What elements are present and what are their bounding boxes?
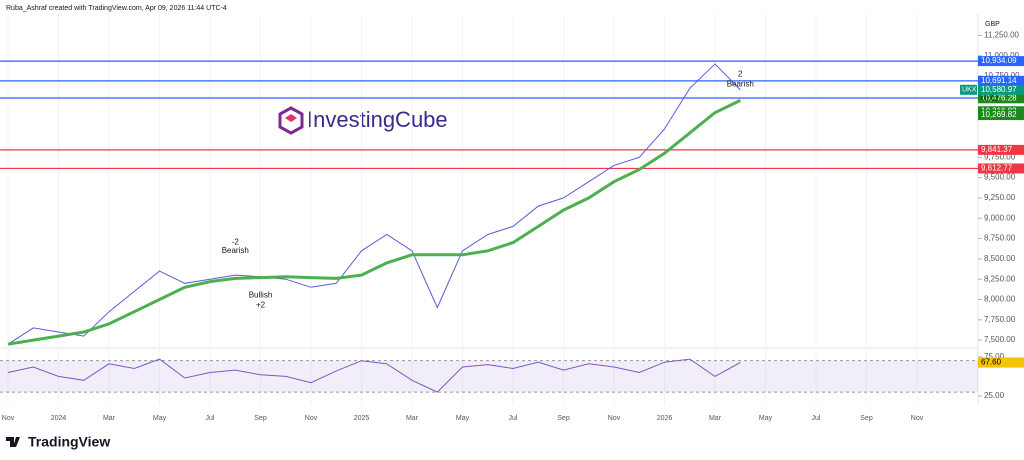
y-tick-label: 11,000.00 xyxy=(984,51,1020,60)
currency: GBP xyxy=(985,21,1000,28)
symbol-tag-bg xyxy=(960,84,977,95)
price-tag-bg xyxy=(978,56,1024,67)
x-tick-label: 2025 xyxy=(354,415,370,422)
y-tick-label: 9,000.00 xyxy=(984,213,1016,222)
x-tick-label: Sep xyxy=(860,415,873,422)
price-tag: 10,934.09 xyxy=(981,56,1017,65)
y-tick-label: 75.00 xyxy=(984,352,1005,361)
x-tick-label: Jul xyxy=(206,415,215,422)
y-tick-label: 11,250.00 xyxy=(984,31,1020,40)
symbol-tag: UKX xyxy=(962,87,977,94)
y-tick-label: 8,500.00 xyxy=(984,254,1016,263)
price-tag: 9,612.77 xyxy=(981,164,1013,173)
price-line xyxy=(7,358,741,393)
x-tick-label: Nov xyxy=(608,415,621,422)
x-tick-label: Nov xyxy=(305,415,318,422)
x-tick-label: May xyxy=(759,415,773,422)
y-tick-label: 7,750.00 xyxy=(984,315,1016,324)
x-tick-label: Jul xyxy=(509,415,518,422)
annotation: Bullish xyxy=(249,291,273,300)
y-tick-label: 8,750.00 xyxy=(984,234,1016,243)
price-tag-bg xyxy=(978,84,1024,95)
x-tick-label: Mar xyxy=(709,415,722,422)
x-tick-label: Nov xyxy=(2,415,15,422)
header: Ruba_Ashraf created with TradingView.com… xyxy=(6,5,227,12)
footer: TradingView xyxy=(28,434,110,450)
y-tick-label: 9,750.00 xyxy=(984,152,1016,161)
annotation: +2 xyxy=(256,300,266,309)
x-tick-label: May xyxy=(153,415,167,422)
countdown: 00:02 xyxy=(981,96,999,103)
annotation: Bearish xyxy=(222,246,249,255)
y-tick-label: 9,250.00 xyxy=(984,193,1016,202)
x-tick-label: Nov xyxy=(911,415,924,422)
x-tick-label: May xyxy=(456,415,470,422)
x-tick-label: 2024 xyxy=(51,415,67,422)
annotation: Bearish xyxy=(727,79,754,88)
price-tag: 10,476.28 xyxy=(981,93,1017,102)
price-tag-bg xyxy=(978,75,1024,86)
x-tick-label: Sep xyxy=(557,415,570,422)
footer-icon xyxy=(6,437,20,447)
y-tick-label: 8,250.00 xyxy=(984,274,1016,283)
y-tick-label: 25.00 xyxy=(984,391,1005,400)
x-tick-label: Mar xyxy=(103,415,116,422)
price-tag-bg xyxy=(978,144,1024,155)
price-tag: 9,841.37 xyxy=(981,145,1013,154)
annotation: -2 xyxy=(232,238,240,247)
rsi-band xyxy=(0,360,978,393)
price-tag-bg xyxy=(978,357,1024,368)
x-tick-label: Jul xyxy=(812,415,821,422)
price-tag-bg xyxy=(978,110,1024,121)
logo-icon xyxy=(278,106,304,135)
price-tag: 10,580.97 xyxy=(981,85,1017,94)
x-tick-label: Sep xyxy=(254,415,267,422)
annotation: 2 xyxy=(738,70,743,79)
price-tag-bg xyxy=(978,93,1024,104)
price-tag: 10,691.14 xyxy=(981,76,1017,85)
y-tick-label: 8,000.00 xyxy=(984,295,1016,304)
price-tag-bg xyxy=(978,163,1024,174)
y-tick-label: 10,750.00 xyxy=(984,71,1020,80)
x-tick-label: 2026 xyxy=(657,415,673,422)
moving-average xyxy=(7,99,741,346)
x-tick-label: Mar xyxy=(406,415,419,422)
y-tick-label: 7,500.00 xyxy=(984,335,1016,344)
price-line xyxy=(7,63,741,345)
price-tag: 67.60 xyxy=(981,358,1002,367)
logo: InvestingCube xyxy=(307,107,448,132)
price-tag: 10,269.82 xyxy=(981,110,1017,119)
y-tick-label: 9,500.00 xyxy=(984,173,1016,182)
